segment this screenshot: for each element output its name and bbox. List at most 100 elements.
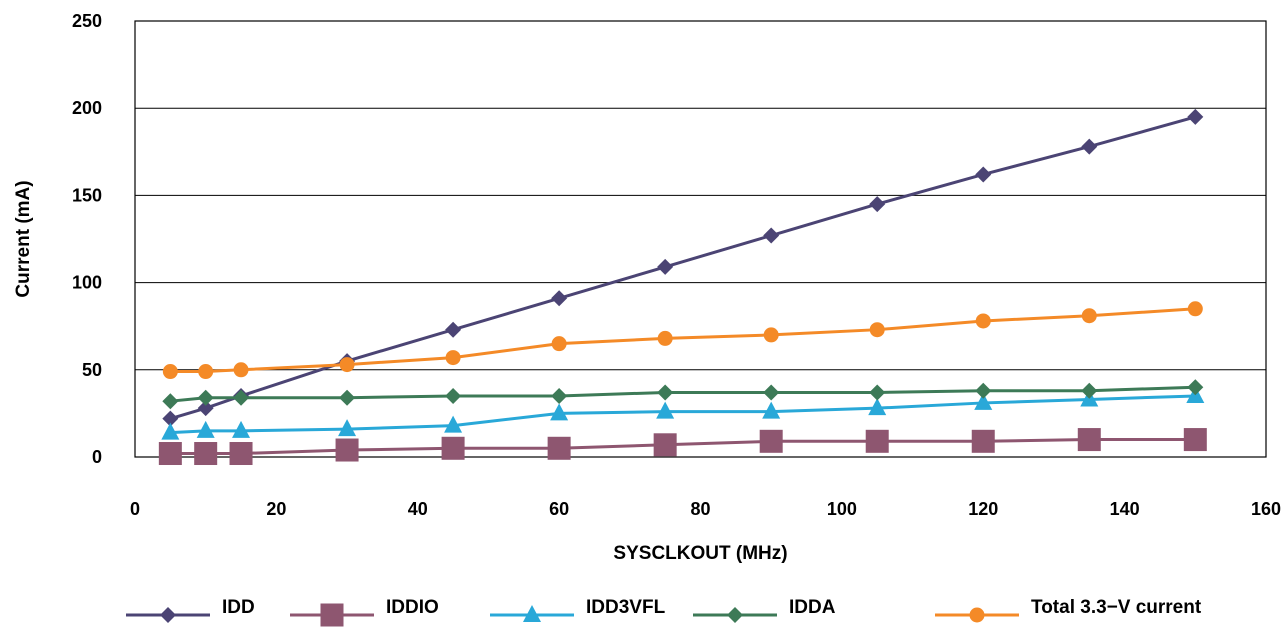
legend-marker xyxy=(727,607,743,623)
data-point xyxy=(1187,379,1204,396)
data-point xyxy=(194,442,218,466)
y-tick-label: 100 xyxy=(72,273,102,293)
legend: IDD IDDIO IDD3VFL IDDA Total 3.3−V current xyxy=(126,597,1202,627)
legend-label: IDDIO xyxy=(386,597,439,618)
data-point xyxy=(233,362,249,378)
y-tick-label: 50 xyxy=(82,360,102,380)
data-point xyxy=(162,410,179,427)
x-tick-label: 120 xyxy=(968,499,998,519)
series-2 xyxy=(161,385,1205,440)
y-tick-label: 150 xyxy=(72,185,102,205)
data-point xyxy=(763,384,780,401)
data-point xyxy=(445,387,462,404)
legend-marker xyxy=(523,605,541,622)
data-point xyxy=(1081,308,1097,324)
legend-item: Total 3.3−V current xyxy=(935,597,1202,623)
legend-item: IDD3VFL xyxy=(490,597,666,622)
data-point xyxy=(869,196,886,213)
y-tick-label: 0 xyxy=(92,447,102,467)
legend-label: IDDA xyxy=(789,597,836,618)
data-point xyxy=(975,313,991,329)
y-tick-label: 200 xyxy=(72,98,102,118)
data-point xyxy=(196,420,215,438)
data-point xyxy=(868,398,887,416)
x-tick-label: 0 xyxy=(130,499,140,519)
x-tick-label: 80 xyxy=(690,499,710,519)
y-tick-label: 250 xyxy=(72,11,102,31)
gridlines xyxy=(135,107,1266,371)
data-point xyxy=(445,321,462,338)
data-point xyxy=(441,436,465,460)
x-tick-label: 140 xyxy=(1110,499,1140,519)
series-3 xyxy=(162,379,1204,410)
data-point xyxy=(1183,428,1207,452)
data-point xyxy=(1081,138,1098,155)
data-point xyxy=(1187,108,1204,125)
data-point xyxy=(339,357,355,373)
data-point xyxy=(444,415,463,433)
data-point xyxy=(197,389,214,406)
x-tick-label: 40 xyxy=(408,499,428,519)
data-point xyxy=(162,364,178,380)
data-point xyxy=(1081,382,1098,399)
data-point xyxy=(1187,301,1203,317)
y-axis-title: Current (mA) xyxy=(13,180,34,297)
data-point xyxy=(197,400,214,417)
legend-marker xyxy=(160,607,176,623)
data-point xyxy=(762,401,781,419)
data-point xyxy=(551,290,568,307)
data-point xyxy=(974,392,993,410)
legend-marker xyxy=(969,607,985,623)
series-layer xyxy=(158,108,1207,466)
data-point xyxy=(656,401,675,419)
data-point xyxy=(232,420,251,438)
data-point xyxy=(161,422,180,440)
data-point xyxy=(547,436,571,460)
series-line xyxy=(170,307,1196,374)
data-point xyxy=(550,403,569,421)
x-tick-label: 160 xyxy=(1251,499,1281,519)
x-tick-label: 100 xyxy=(827,499,857,519)
data-point xyxy=(445,350,461,366)
data-point xyxy=(657,330,673,346)
series-line xyxy=(169,115,1196,421)
data-point xyxy=(975,166,992,183)
data-point xyxy=(339,389,356,406)
x-tick-label: 60 xyxy=(549,499,569,519)
data-point xyxy=(975,382,992,399)
legend-label: IDD3VFL xyxy=(586,597,666,618)
data-point xyxy=(657,384,674,401)
data-point xyxy=(162,393,179,410)
data-point xyxy=(229,442,253,466)
series-line xyxy=(170,385,1196,403)
series-line xyxy=(170,394,1196,435)
data-point xyxy=(971,429,995,453)
series-4 xyxy=(162,301,1203,380)
legend-label: Total 3.3−V current xyxy=(1031,597,1202,618)
data-point xyxy=(763,227,780,244)
legend-label: IDD xyxy=(222,597,255,618)
series-line xyxy=(170,438,1196,456)
x-axis-title: SYSCLKOUT (MHz) xyxy=(613,543,787,564)
series-1 xyxy=(158,428,1207,466)
data-point xyxy=(657,258,674,275)
data-point xyxy=(763,327,779,343)
data-point xyxy=(335,438,359,462)
legend-item: IDDIO xyxy=(290,597,439,627)
data-point xyxy=(551,387,568,404)
data-point xyxy=(198,364,214,380)
legend-item: IDDA xyxy=(693,597,836,623)
plot-area-frame xyxy=(134,20,1267,458)
x-axis-tick-labels: 0 20 40 60 80 100 120 140 160 xyxy=(130,499,1281,519)
data-point xyxy=(653,433,677,457)
legend-item: IDD xyxy=(126,597,255,623)
data-point xyxy=(551,336,567,352)
data-point xyxy=(1077,428,1101,452)
data-point xyxy=(338,419,357,437)
y-axis-tick-labels: 0 50 100 150 200 250 xyxy=(72,11,102,467)
data-point xyxy=(865,429,889,453)
data-point xyxy=(158,442,182,466)
series-0 xyxy=(162,108,1204,427)
legend-marker xyxy=(320,603,344,627)
